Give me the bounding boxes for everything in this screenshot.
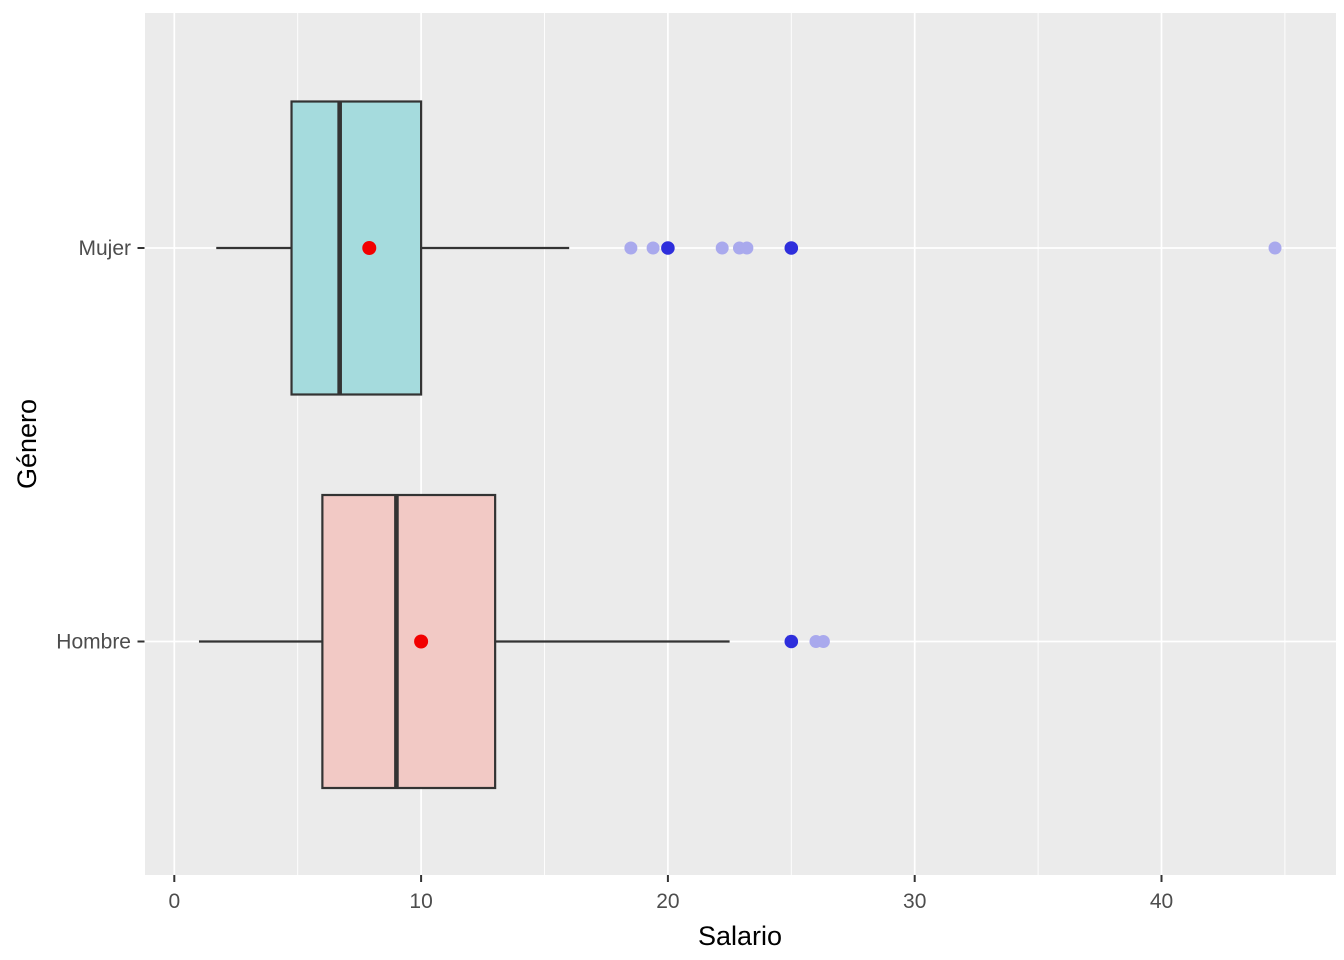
outlier-point-dark xyxy=(661,241,675,255)
mean-point xyxy=(362,241,377,255)
chart-dynamic-layer: 0 10 20 30 40 Mujer Hombre xyxy=(56,13,1336,913)
outlier-point-dark xyxy=(784,634,799,649)
box-hombre xyxy=(321,493,497,790)
mean-point xyxy=(414,634,429,649)
outlier-point xyxy=(624,241,638,255)
x-tick-label: 20 xyxy=(656,890,679,913)
y-tick-label: Hombre xyxy=(56,631,131,654)
outlier-point xyxy=(740,241,754,255)
box-mujer xyxy=(290,100,423,396)
x-tick-label: 30 xyxy=(903,890,926,913)
y-tick-label: Mujer xyxy=(78,237,131,260)
outlier-point xyxy=(816,635,830,648)
x-tick-label: 10 xyxy=(409,890,432,913)
x-tick-label: 40 xyxy=(1150,890,1173,913)
y-axis-title: Género xyxy=(12,399,42,489)
x-axis-title: Salario xyxy=(698,921,782,951)
x-tick-label: 0 xyxy=(168,890,180,913)
outlier-point xyxy=(1268,241,1282,255)
outlier-point xyxy=(646,241,660,255)
outlier-point-dark xyxy=(784,241,799,255)
outlier-point xyxy=(715,241,729,255)
